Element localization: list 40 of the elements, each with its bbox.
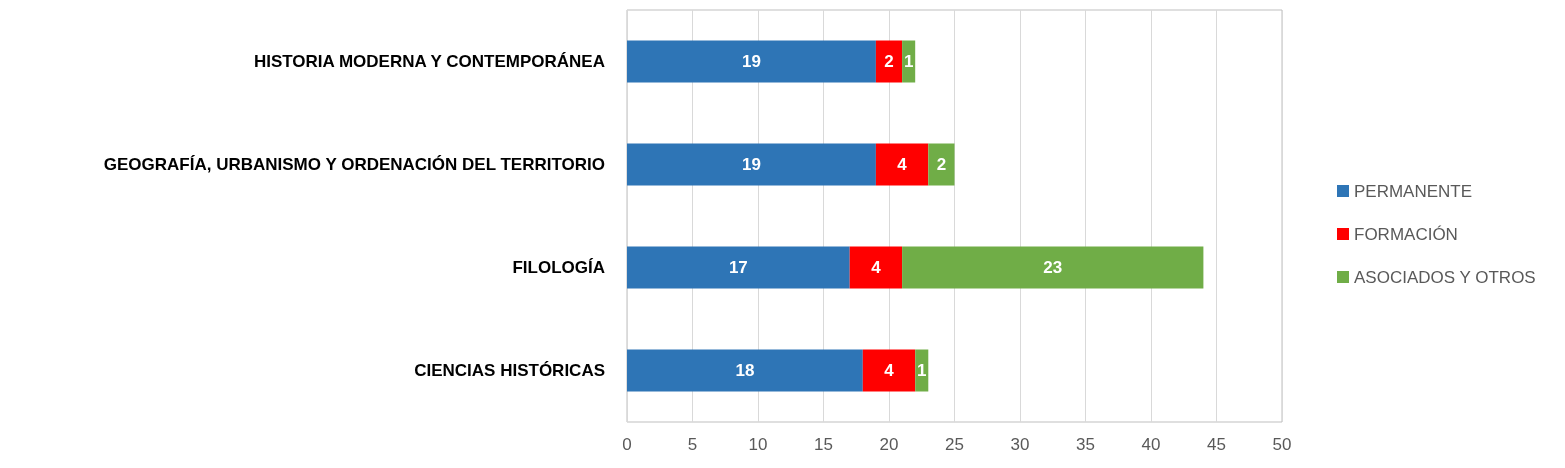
x-tick-label: 0 xyxy=(622,435,632,454)
data-label: 1 xyxy=(903,52,914,71)
x-tick-label: 15 xyxy=(814,435,833,454)
y-tick-label: GEOGRAFÍA, URBANISMO Y ORDENACIÓN DEL TERRITORIO xyxy=(103,155,605,174)
bar xyxy=(875,40,903,83)
data-label: 17 xyxy=(728,258,748,277)
x-tick-label: 20 xyxy=(879,435,899,454)
bar xyxy=(902,246,1204,289)
x-tick-label: 45 xyxy=(1207,435,1226,454)
data-label: 19 xyxy=(741,52,761,71)
x-tick-label: 30 xyxy=(1010,435,1030,454)
bar xyxy=(875,143,929,186)
legend-label: FORMACIÓN xyxy=(1354,224,1458,244)
x-tick-label: 35 xyxy=(1076,435,1095,454)
data-label: 19 xyxy=(741,155,761,174)
x-tick-label: 5 xyxy=(687,435,698,454)
data-label: 1 xyxy=(917,361,927,380)
bar xyxy=(849,246,903,289)
x-tick-label: 40 xyxy=(1141,435,1161,454)
bar xyxy=(928,143,955,186)
data-label: 4 xyxy=(897,155,908,174)
y-tick-label: HISTORIA MODERNA Y CONTEMPORÁNEA xyxy=(253,52,605,71)
legend-label: ASOCIADOS Y OTROS xyxy=(1354,267,1536,287)
data-label: 4 xyxy=(884,361,895,380)
bar xyxy=(627,143,876,186)
data-label: 4 xyxy=(871,258,882,277)
data-label: 23 xyxy=(1043,258,1063,277)
bar xyxy=(627,246,850,289)
data-label: 2 xyxy=(936,155,947,174)
x-tick-label: 10 xyxy=(748,435,768,454)
data-label: 2 xyxy=(884,52,894,71)
bar xyxy=(627,349,863,392)
data-label: 18 xyxy=(735,361,755,380)
bar xyxy=(627,40,876,83)
y-tick-label: CIENCIAS HISTÓRICAS xyxy=(414,361,605,380)
bar xyxy=(862,349,916,392)
legend-label: PERMANENTE xyxy=(1354,181,1473,201)
y-tick-label: FILOLOGÍA xyxy=(512,258,605,277)
x-tick-label: 25 xyxy=(945,435,964,454)
x-tick-label: 50 xyxy=(1272,435,1292,454)
